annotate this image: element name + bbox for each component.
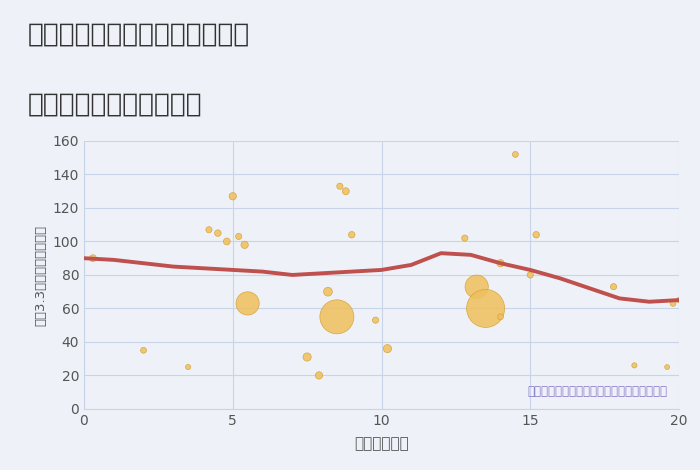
- Point: [331, 313, 342, 321]
- Point: [480, 305, 491, 312]
- Point: [495, 313, 506, 321]
- Point: [335, 182, 346, 190]
- Point: [302, 353, 313, 361]
- Point: [227, 193, 238, 200]
- Y-axis label: 坪（3.3㎡）単価（万円）: 坪（3.3㎡）単価（万円）: [34, 224, 47, 326]
- Point: [668, 300, 679, 307]
- Point: [629, 361, 640, 369]
- Point: [662, 363, 673, 371]
- Point: [525, 271, 536, 279]
- Point: [203, 226, 214, 234]
- Text: 駅距離別中古戸建て価格: 駅距離別中古戸建て価格: [28, 92, 202, 118]
- Point: [322, 288, 333, 296]
- Point: [221, 238, 232, 245]
- Point: [346, 231, 357, 239]
- Point: [382, 345, 393, 352]
- Point: [608, 283, 620, 290]
- Point: [212, 229, 223, 237]
- Point: [510, 150, 521, 158]
- Point: [233, 233, 244, 240]
- X-axis label: 駅距離（分）: 駅距離（分）: [354, 436, 409, 451]
- Point: [459, 235, 470, 242]
- Text: 円の大きさは、取引のあった物件面積を示す: 円の大きさは、取引のあった物件面積を示す: [527, 385, 667, 398]
- Point: [471, 283, 482, 290]
- Point: [183, 363, 194, 371]
- Point: [531, 231, 542, 239]
- Point: [88, 254, 99, 262]
- Point: [340, 188, 351, 195]
- Point: [673, 296, 685, 304]
- Point: [314, 372, 325, 379]
- Point: [239, 241, 251, 249]
- Point: [138, 346, 149, 354]
- Point: [242, 300, 253, 307]
- Point: [370, 316, 381, 324]
- Text: 兵庫県神戸市須磨区上細沢町の: 兵庫県神戸市須磨区上細沢町の: [28, 21, 251, 47]
- Point: [495, 259, 506, 267]
